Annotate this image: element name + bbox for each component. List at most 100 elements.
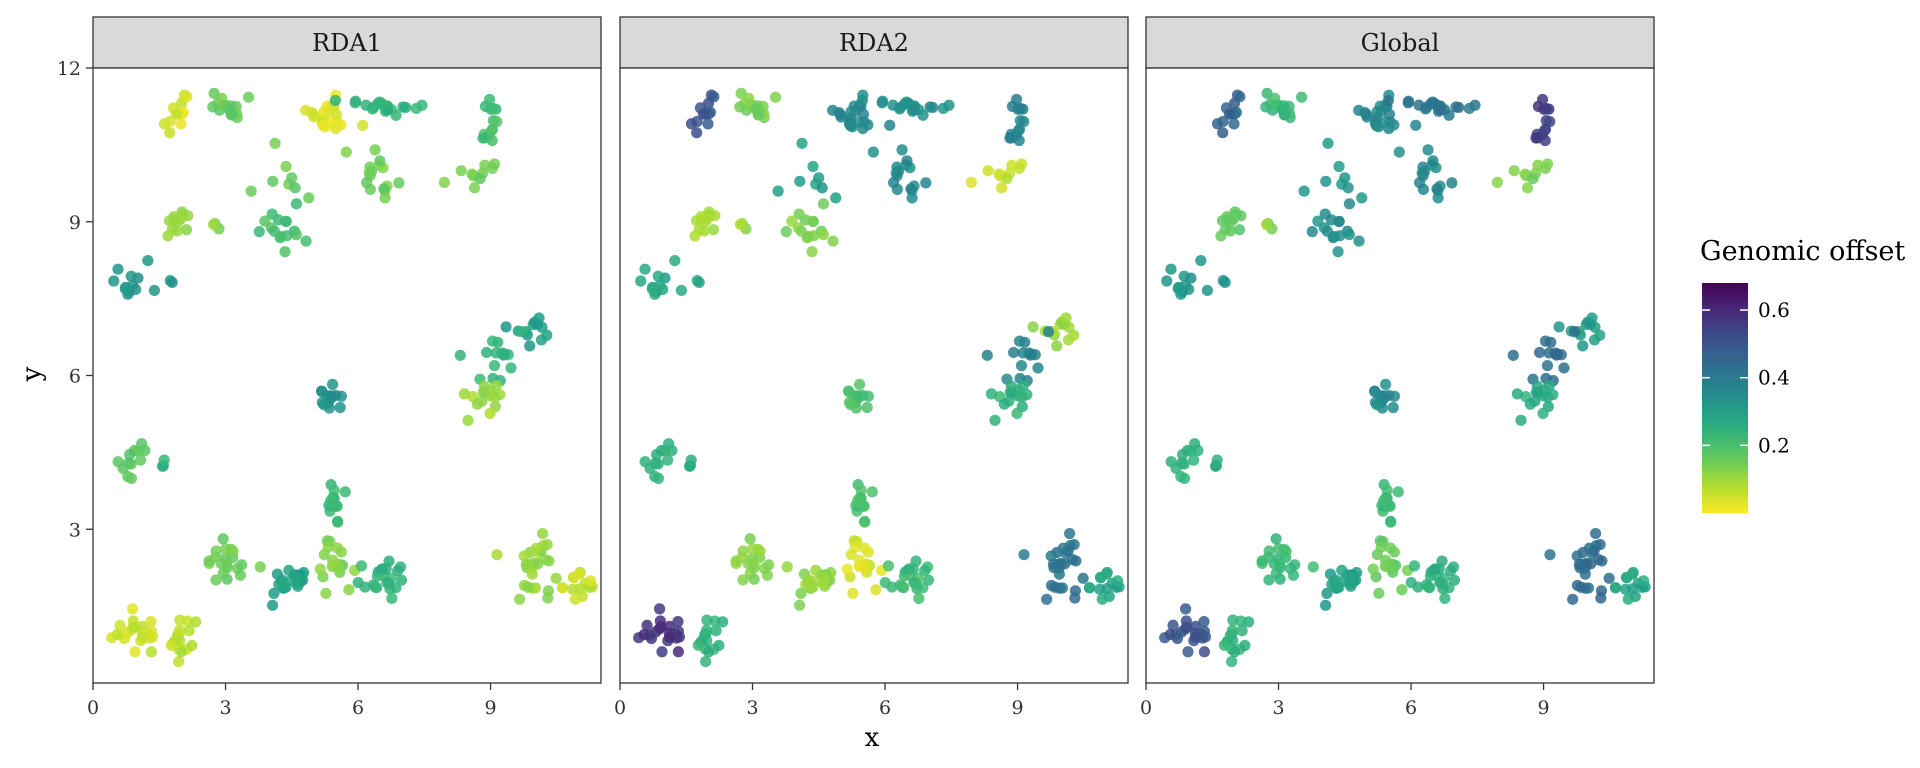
- data-point: [518, 550, 530, 562]
- data-point: [1414, 177, 1426, 189]
- facet-panel-rda2: RDA2 0 3 6 9: [614, 16, 1129, 719]
- data-point: [190, 616, 202, 628]
- data-point: [672, 646, 684, 658]
- data-point: [1463, 102, 1475, 115]
- data-point: [796, 137, 808, 149]
- data-point: [483, 93, 496, 106]
- data-point: [1260, 101, 1272, 113]
- data-point: [1312, 215, 1324, 227]
- data-point: [1270, 533, 1282, 545]
- data-point: [173, 655, 185, 668]
- data-point: [710, 625, 722, 637]
- panel-area: [92, 67, 602, 684]
- data-point: [462, 414, 474, 426]
- data-point: [717, 616, 729, 628]
- data-point: [484, 407, 496, 419]
- data-point: [1382, 94, 1394, 107]
- data-point: [550, 572, 562, 584]
- data-point: [175, 118, 187, 130]
- data-point: [882, 560, 895, 572]
- data-point: [1189, 631, 1202, 643]
- x-axis-title: x: [865, 723, 880, 753]
- data-point: [901, 155, 913, 167]
- data-point: [818, 572, 830, 584]
- data-point: [1225, 215, 1237, 228]
- data-point: [845, 548, 857, 561]
- data-point: [652, 472, 665, 484]
- data-point: [383, 577, 395, 590]
- data-point: [268, 225, 280, 237]
- data-point: [1507, 349, 1519, 361]
- data-point: [207, 218, 220, 231]
- data-point: [491, 116, 503, 128]
- data-point: [280, 215, 292, 227]
- x-tick-label: 0: [87, 697, 99, 719]
- data-point: [1041, 593, 1053, 605]
- data-point: [1343, 198, 1356, 210]
- data-point: [1161, 275, 1173, 287]
- data-point: [1434, 104, 1446, 116]
- data-point: [490, 380, 502, 392]
- data-point: [1553, 321, 1565, 333]
- data-point: [1016, 391, 1028, 403]
- data-point: [135, 454, 147, 466]
- data-point: [1263, 574, 1275, 586]
- data-point: [1571, 550, 1583, 562]
- data-point: [378, 183, 390, 195]
- data-point: [1215, 230, 1227, 242]
- data-point: [638, 628, 650, 641]
- data-point: [1419, 165, 1431, 177]
- data-point: [125, 458, 137, 470]
- data-point: [707, 224, 720, 236]
- data-point: [859, 515, 871, 527]
- data-point: [803, 574, 815, 586]
- data-point: [1343, 229, 1355, 241]
- data-point: [1533, 346, 1546, 359]
- data-point: [1583, 542, 1595, 554]
- legend-tick-label: 0.6: [1758, 298, 1790, 322]
- data-point: [1228, 118, 1240, 130]
- data-point: [474, 172, 486, 185]
- data-point: [808, 230, 820, 242]
- data-point: [685, 454, 697, 466]
- data-point: [267, 175, 279, 187]
- data-point: [1339, 172, 1351, 184]
- data-point: [685, 118, 698, 130]
- data-point: [1369, 386, 1381, 398]
- data-point: [1426, 96, 1439, 108]
- data-point: [1386, 562, 1398, 574]
- data-point: [316, 386, 328, 398]
- data-point: [584, 575, 597, 587]
- data-point: [148, 284, 160, 297]
- data-point: [1239, 639, 1251, 652]
- data-point: [1575, 581, 1587, 593]
- data-point: [795, 587, 807, 599]
- data-point: [1287, 569, 1300, 581]
- data-point: [700, 624, 713, 636]
- data-point: [332, 515, 344, 527]
- data-point: [1408, 560, 1421, 572]
- data-point: [924, 101, 936, 113]
- data-point: [639, 263, 651, 275]
- data-point: [489, 391, 501, 403]
- data-point: [841, 563, 853, 575]
- data-point: [333, 562, 345, 574]
- data-point: [1201, 284, 1213, 297]
- data-point: [1558, 362, 1570, 374]
- data-point: [339, 486, 351, 498]
- data-point: [1111, 575, 1124, 587]
- data-point: [1027, 321, 1039, 333]
- data-point: [361, 177, 373, 189]
- data-point: [1387, 401, 1399, 414]
- data-point: [1508, 165, 1520, 177]
- data-point: [1370, 119, 1382, 132]
- data-point: [985, 388, 997, 400]
- data-point: [827, 235, 839, 247]
- data-point: [490, 347, 502, 359]
- data-point: [750, 104, 763, 116]
- data-point: [1001, 172, 1013, 185]
- data-point: [780, 226, 792, 238]
- data-point: [1256, 555, 1268, 567]
- data-point: [1515, 414, 1527, 426]
- data-point: [701, 635, 713, 647]
